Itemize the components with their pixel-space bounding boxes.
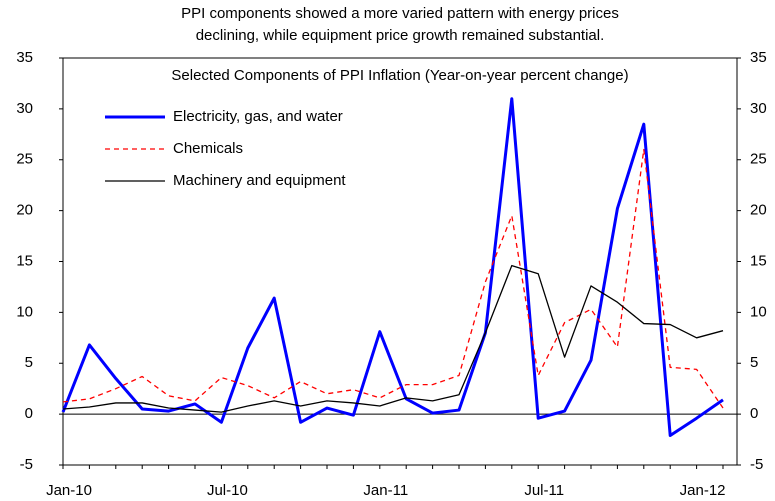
x-tick-label: Jul-10 [207,482,248,499]
y2-tick-label: 15 [750,252,767,269]
y-tick-label: 20 [16,202,33,219]
y-tick-label: 35 [16,49,33,66]
series-line [61,97,724,437]
chart-title: declining, while equipment price growth … [196,27,605,44]
x-tick-label: Jan-12 [680,482,726,499]
y2-tick-label: 20 [750,202,767,219]
legend-label: Electricity, gas, and water [173,108,343,125]
plot-frame [62,57,738,466]
x-tick-label: Jan-11 [363,482,408,499]
y-tick-label: 15 [16,252,33,269]
chart-subtitle: Selected Components of PPI Inflation (Ye… [171,67,628,84]
legend-label: Chemicals [173,140,243,157]
x-tick-label: Jul-11 [524,482,564,499]
y2-tick-label: -5 [750,456,763,473]
chart-title: PPI components showed a more varied patt… [181,5,619,22]
x-tick-label: Jan-10 [46,482,92,499]
y-tick-label: -5 [20,456,33,473]
y2-tick-label: 10 [750,303,767,320]
y-tick-label: 25 [16,151,33,168]
series-line [62,148,724,409]
y2-tick-label: 0 [750,405,758,422]
y-tick-label: 5 [25,354,33,371]
y-tick-label: 10 [16,303,33,320]
series-line [62,264,724,413]
y2-tick-label: 25 [750,151,767,168]
y2-tick-label: 30 [750,100,767,117]
y2-tick-label: 5 [750,354,758,371]
y2-tick-label: 35 [750,49,767,66]
legend-label: Machinery and equipment [173,172,346,189]
y-tick-label: 0 [25,405,33,422]
y-tick-label: 30 [16,100,33,117]
